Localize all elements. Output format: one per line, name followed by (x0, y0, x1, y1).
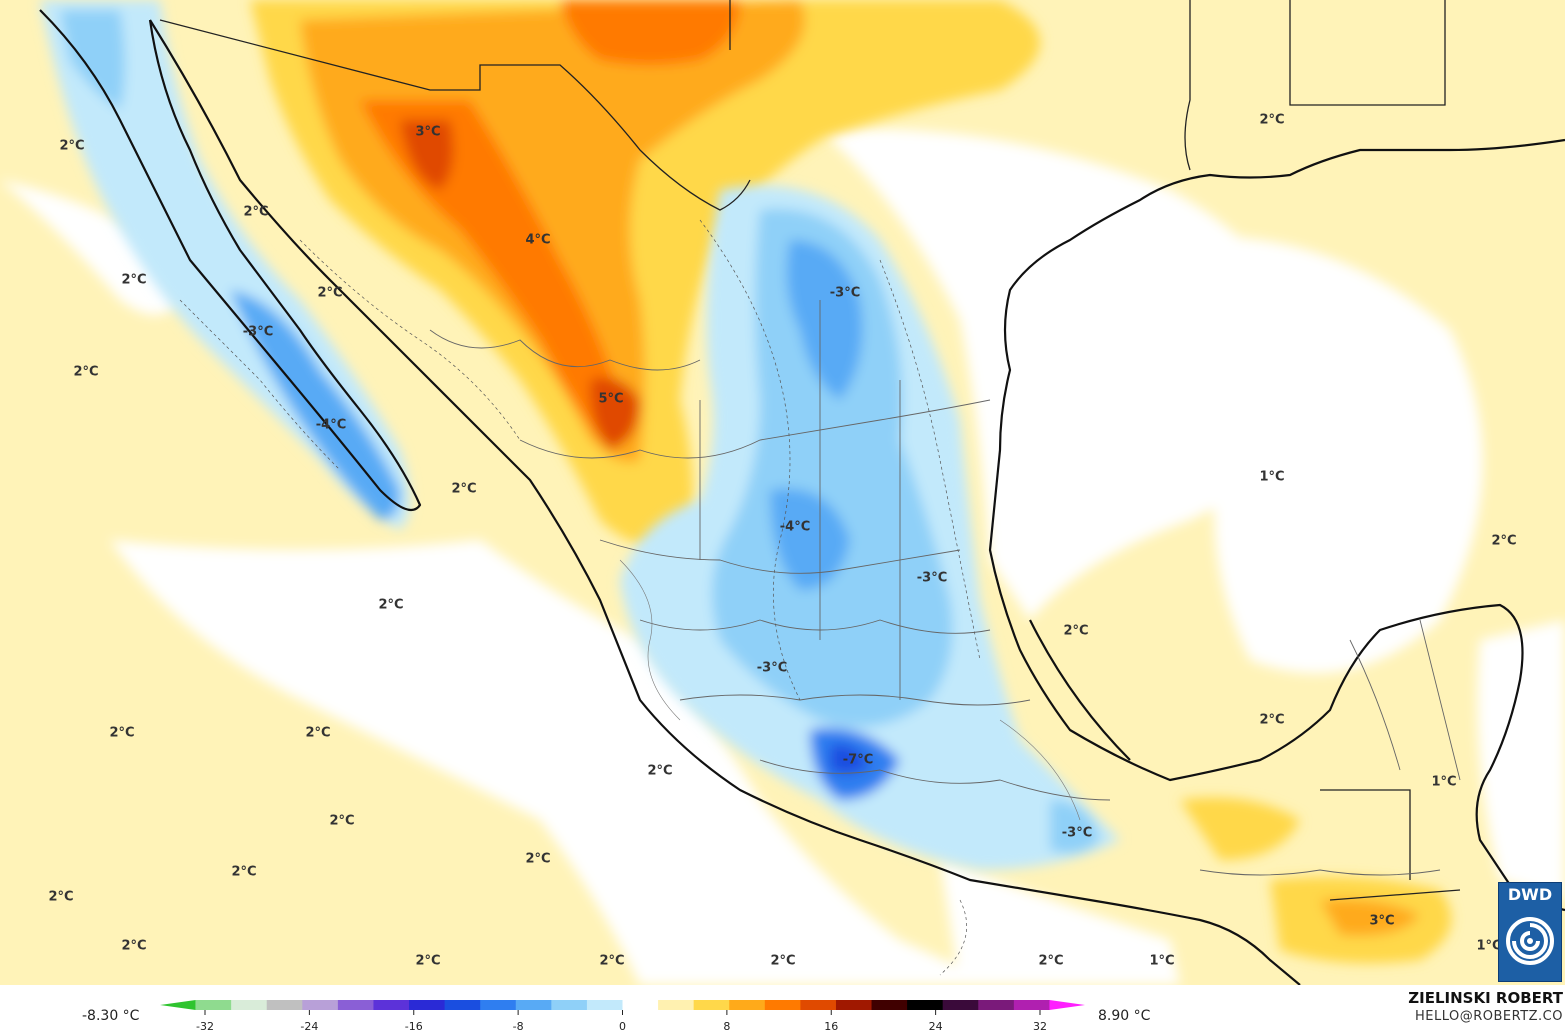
coastlines (39, 9, 1565, 985)
color-scale-tick-label: -8 (513, 1020, 524, 1033)
color-scale-cell (871, 1000, 908, 1010)
color-scale-ticks: -32 -24 -16 -8 0 8 16 24 32 (196, 1010, 1047, 1033)
color-scale-cell (693, 1000, 730, 1010)
color-scale-tick-label: 16 (824, 1020, 838, 1033)
color-scale-cell (480, 1000, 517, 1010)
color-scale-cell (160, 1000, 196, 1010)
color-scale-cell (515, 1000, 552, 1010)
color-scale-cell (551, 1000, 588, 1010)
color-scale-cell (622, 1000, 659, 1010)
dwd-logo: DWD (1498, 882, 1562, 982)
color-scale-cell (266, 1000, 303, 1010)
color-scale-cell (978, 1000, 1015, 1010)
color-scale-tick-label: 32 (1033, 1020, 1047, 1033)
color-scale-tick-label: 8 (723, 1020, 730, 1033)
color-scale-tick-label: 0 (619, 1020, 626, 1033)
color-scale-cell (907, 1000, 944, 1010)
color-scale-cell (409, 1000, 446, 1010)
color-scale-cells (160, 1000, 1085, 1010)
color-scale-cell (729, 1000, 766, 1010)
credit-name: ZIELINSKI ROBERT (1408, 989, 1563, 1007)
color-scale-cell (835, 1000, 873, 1010)
color-scale-cell (1049, 1000, 1085, 1010)
color-scale-tick-label: -32 (196, 1020, 214, 1033)
warm-anomaly-north (250, 0, 1040, 547)
credit-email: HELLO@ROBERTZ.CO (1414, 1009, 1563, 1024)
warm-anomaly-central-america (1180, 797, 1452, 964)
color-scale-tick-label: -24 (300, 1020, 318, 1033)
color-scale-tick-label: 24 (929, 1020, 943, 1033)
cold-anomaly-mexico (620, 185, 1120, 871)
color-scale-cell (658, 1000, 695, 1010)
dwd-logo-text: DWD (1507, 885, 1553, 904)
color-scale: -32 -24 -16 -8 0 8 16 24 32 (160, 1000, 1085, 1033)
color-scale-cell (1013, 1000, 1050, 1010)
contour-lines (179, 219, 981, 976)
temperature-anomaly-map (0, 0, 1565, 985)
color-scale-cell (302, 1000, 339, 1010)
color-scale-cell (444, 1000, 481, 1010)
color-scale-cell (195, 1000, 232, 1010)
color-scale-cell (942, 1000, 979, 1010)
color-scale-cell (586, 1000, 623, 1010)
state-borders (429, 300, 1461, 876)
color-scale-cell (764, 1000, 801, 1010)
legend-max-label: 8.90 °C (1098, 1008, 1151, 1024)
legend-min-label: -8.30 °C (82, 1008, 140, 1024)
color-scale-cell (231, 1000, 268, 1010)
color-scale-cell (373, 1000, 410, 1010)
color-scale-cell (800, 1000, 837, 1010)
borders (159, 0, 1461, 901)
color-scale-tick-label: -16 (405, 1020, 423, 1033)
contour-lines-solid (619, 559, 1081, 821)
dwd-swirl-icon (1506, 917, 1554, 965)
color-scale-cell (337, 1000, 374, 1010)
near-zero-areas (0, 128, 1565, 985)
